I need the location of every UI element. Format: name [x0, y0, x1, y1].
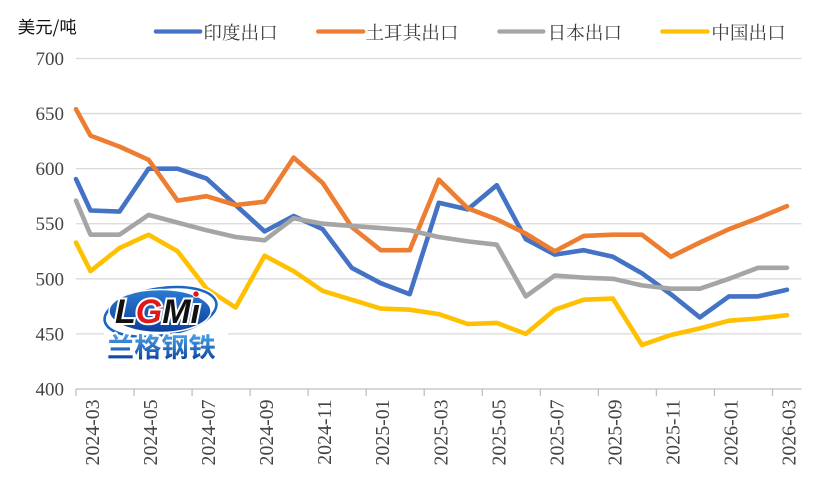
svg-text:LGMı: LGMı — [115, 293, 200, 331]
svg-text:500: 500 — [36, 269, 65, 290]
svg-text:2024-07: 2024-07 — [198, 399, 220, 465]
svg-text:2025-09: 2025-09 — [604, 399, 626, 465]
svg-text:2024-09: 2024-09 — [256, 399, 278, 465]
svg-text:700: 700 — [36, 49, 65, 70]
svg-text:2025-05: 2025-05 — [488, 399, 510, 465]
svg-text:550: 550 — [36, 214, 65, 235]
svg-text:2025-11: 2025-11 — [662, 400, 684, 465]
svg-text:2026-03: 2026-03 — [778, 399, 800, 465]
svg-text:450: 450 — [36, 324, 65, 345]
svg-text:2024-11: 2024-11 — [314, 400, 336, 465]
svg-text:650: 650 — [36, 104, 65, 125]
svg-text:2025-03: 2025-03 — [430, 399, 452, 465]
svg-text:600: 600 — [36, 159, 65, 180]
svg-text:2025-07: 2025-07 — [546, 399, 568, 465]
svg-text:400: 400 — [36, 379, 65, 400]
svg-text:2026-01: 2026-01 — [720, 400, 742, 466]
svg-text:2024-03: 2024-03 — [82, 399, 104, 465]
svg-text:LGMı: LGMı — [115, 293, 200, 331]
svg-text:2024-05: 2024-05 — [140, 399, 162, 465]
svg-text:2025-01: 2025-01 — [372, 400, 394, 466]
